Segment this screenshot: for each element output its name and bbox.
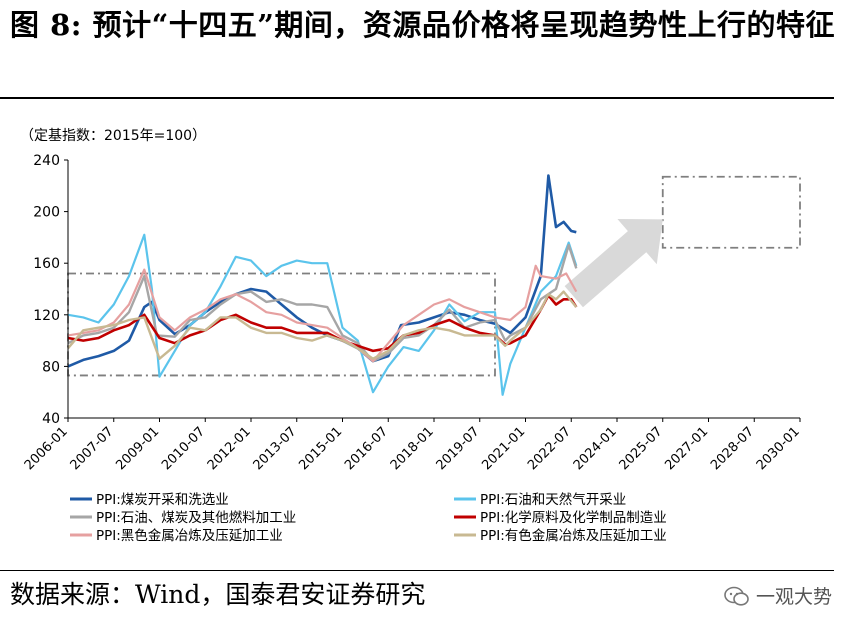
x-tick-label: 2009-01 <box>113 424 162 473</box>
y-tick-label: 80 <box>42 359 60 375</box>
x-tick-label: 2016-07 <box>342 424 391 473</box>
trend-arrow <box>564 219 663 308</box>
x-tick-label: 2007-07 <box>68 424 117 473</box>
x-tick-label: 2006-01 <box>22 424 71 473</box>
x-tick-label: 2025-07 <box>617 424 666 473</box>
title-rule <box>0 97 834 99</box>
x-tick-label: 2015-01 <box>296 424 345 473</box>
x-tick-label: 2027-01 <box>662 424 711 473</box>
x-tick-label: 2030-01 <box>754 424 803 473</box>
page-title: 图 8: 预计“十四五”期间，资源品价格将呈现趋势性上行的特征 <box>10 8 835 42</box>
history-box <box>67 272 496 377</box>
series-line-5 <box>67 264 578 363</box>
forecast-box <box>661 175 801 249</box>
wechat-icon <box>724 586 749 606</box>
x-tick-label: 2021-01 <box>479 424 528 473</box>
legend-label-2: PPI:石油和天然气开采业 <box>480 491 626 508</box>
series-line-4 <box>67 294 578 353</box>
y-tick-label: 40 <box>42 411 60 427</box>
y-tick-label: 120 <box>33 308 60 324</box>
legend: PPI:煤炭开采和洗选业 PPI:石油和天然气开采业 PPI:石油、煤炭及其他燃料加… <box>70 491 667 544</box>
legend-label-5: PPI:黑色金属冶炼及压延加工业 <box>96 527 283 544</box>
x-tick-label: 2018-01 <box>388 424 437 473</box>
x-tick-label: 2013-07 <box>251 424 300 473</box>
watermark: 一观大势 <box>724 582 832 609</box>
y-tick-label: 200 <box>33 205 60 221</box>
y-tick-label: 160 <box>33 256 60 272</box>
axes-layer: 40801201602002402006-012007-072009-01201… <box>22 153 803 473</box>
x-tick-label: 2010-07 <box>159 424 208 473</box>
legend-label-1: PPI:煤炭开采和洗选业 <box>96 492 229 508</box>
watermark-text: 一观大势 <box>755 586 832 608</box>
series-layer <box>67 174 578 396</box>
x-tick-label: 2028-07 <box>708 424 757 473</box>
y-tick-label: 240 <box>33 153 60 169</box>
x-tick-label: 2012-01 <box>205 424 254 473</box>
legend-label-4: PPI:化学原料及化学制品制造业 <box>480 510 667 526</box>
series-line-3 <box>67 243 578 363</box>
series-line-2 <box>67 233 578 396</box>
legend-label-6: PPI:有色金属冶炼及压延加工业 <box>480 527 667 544</box>
unit-note: （定基指数：2015年=100） <box>20 127 206 144</box>
source-text: 数据来源：Wind，国泰君安证券研究 <box>10 580 426 609</box>
trend-arrow-shape <box>564 219 663 308</box>
line-chart: 40801201602002402006-012007-072009-01201… <box>20 127 803 544</box>
legend-label-3: PPI:石油、煤炭及其他燃料加工业 <box>96 509 296 526</box>
x-tick-label: 2022-07 <box>525 424 574 473</box>
series-line-6 <box>67 290 578 360</box>
x-tick-label: 2019-07 <box>434 424 483 473</box>
source-rule <box>0 570 834 571</box>
x-tick-label: 2024-01 <box>571 424 620 473</box>
annotations-layer <box>67 175 801 377</box>
